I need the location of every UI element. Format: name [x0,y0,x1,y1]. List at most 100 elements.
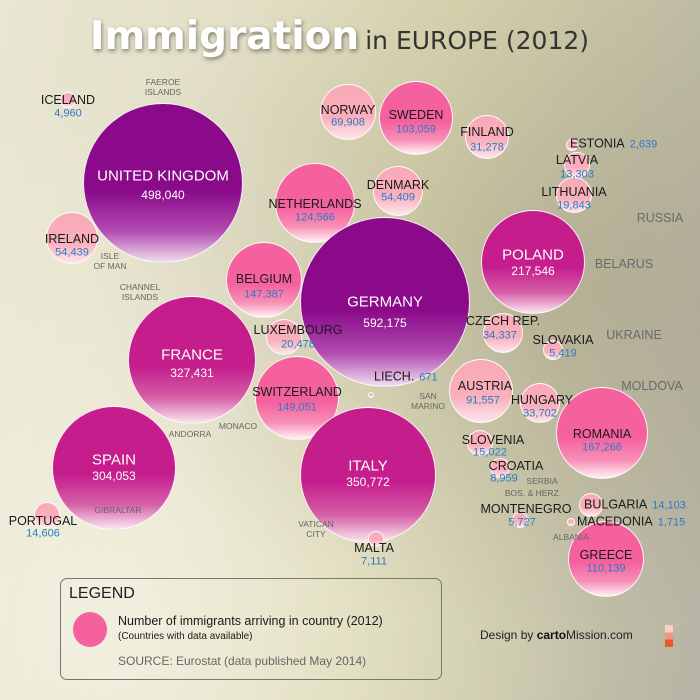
country-value-latvia: 13,303 [560,168,594,181]
country-value-portugal: 14,606 [26,527,60,540]
country-value-lithuania: 19,843 [557,199,591,212]
bubble-spain[interactable] [52,406,176,530]
label-macedonia: MACEDONIA 1,715 [577,515,686,529]
country-name-hungary: HUNGARY [510,392,574,407]
country-name-poland: POLAND [502,246,564,264]
bubble-croatia[interactable] [490,458,510,478]
country-value-finland: 31,278 [470,141,504,154]
design-credit: Design by cartoMission.com [480,628,633,642]
bubble-greece[interactable] [568,521,644,597]
bubble-czech-rep[interactable] [483,313,523,353]
country-name-slovenia: SLOVENIA [461,432,525,447]
title-main: Immigration [90,14,360,59]
country-value-greece: 110,139 [586,562,626,575]
country-value-malta: 7,111 [361,555,387,568]
country-name: ESTONIA [570,136,625,151]
country-name-czech-rep: CZECH REP. [465,313,541,328]
no-data-label-moldova: MOLDOVA [621,378,683,393]
bubble-slovakia[interactable] [543,340,563,360]
country-name-ireland: IRELAND [44,231,100,246]
bubble-portugal[interactable] [34,502,60,528]
bubble-malta[interactable] [368,531,384,547]
country-value: 2,639 [629,138,658,151]
no-data-label-serbia: SERBIA [526,476,558,487]
country-value-croatia: 8,959 [490,472,518,485]
bubble-united-kingdom[interactable] [83,103,243,263]
bubble-montenegro[interactable] [512,512,528,528]
country-name-latvia: LATVIA [555,152,599,167]
country-name-norway: NORWAY [320,102,376,117]
bubble-romania[interactable] [556,387,648,479]
country-name-spain: SPAIN [92,451,136,469]
country-name-finland: FINLAND [460,124,514,139]
bubble-liechtenstein[interactable] [368,392,374,398]
country-value-united-kingdom: 498,040 [141,188,185,202]
country-value-luxembourg: 20,478 [281,338,315,351]
bubble-lithuania[interactable] [556,177,592,213]
bubble-belgium[interactable] [226,242,302,318]
label-estonia: ESTONIA 2,639 [570,136,658,151]
credit-prefix: Design by [480,628,537,642]
no-data-label-san-marino: SAN MARINO [411,391,445,411]
country-value-romania: 167,266 [582,441,622,454]
country-value-poland: 217,546 [511,264,555,278]
legend-note: (Countries with data available) [118,631,253,642]
bubble-luxembourg[interactable] [266,319,302,355]
country-name-switzerland: SWITZERLAND [252,384,342,399]
country-value-czech-rep: 34,337 [483,329,517,342]
country-name: LIECH. [374,369,415,384]
country-name-luxembourg: LUXEMBOURG [253,322,343,337]
country-name: BULGARIA [584,497,648,512]
country-name-germany: GERMANY [347,293,423,311]
no-data-label-bos-herz: BOS. & HERZ. [504,488,562,499]
bubble-denmark[interactable] [373,166,423,216]
bubble-norway[interactable] [320,84,376,140]
no-data-label-ukraine: UKRAINE [606,327,662,342]
country-value-switzerland: 149,051 [277,401,317,414]
country-value-norway: 69,908 [331,116,365,129]
country-value-hungary: 33,702 [523,407,557,420]
bubble-latvia[interactable] [564,152,590,178]
country-value-austria: 91,557 [466,394,500,407]
bubble-bulgaria[interactable] [579,493,603,517]
bubble-finland[interactable] [465,115,509,159]
country-value-montenegro: 5,727 [508,516,536,529]
bubble-france[interactable] [128,296,256,424]
bubble-ireland[interactable] [46,212,98,264]
bubble-estonia[interactable] [566,139,578,151]
bubble-iceland[interactable] [60,92,76,108]
no-data-label-russia: RUSSIA [636,210,684,225]
country-name-iceland: ICELAND [40,92,96,107]
country-value-netherlands: 124,566 [295,211,335,224]
country-name-malta: MALTA [354,540,394,555]
legend: LEGEND Number of immigrants arriving in … [60,578,442,680]
country-value: 1,715 [657,516,686,529]
country-name-belgium: BELGIUM [235,271,293,286]
no-data-label-monaco: MONACO [218,421,258,432]
no-data-label-faeroe: FAEROE ISLANDS [144,77,182,97]
source-note: SOURCE: Eurostat (data published May 201… [118,654,367,668]
bubble-austria[interactable] [449,359,513,423]
bubble-slovenia[interactable] [467,430,493,456]
country-name-italy: ITALY [348,457,388,475]
country-name-slovakia: SLOVAKIA [532,332,594,347]
country-name-portugal: PORTUGAL [8,513,78,528]
bubble-sweden[interactable] [379,81,453,155]
bubble-italy[interactable] [300,407,436,543]
country-name-austria: AUSTRIA [457,378,513,393]
no-data-label-isle-of-man: ISLE OF MAN [93,251,127,271]
bubble-hungary[interactable] [520,383,560,423]
country-name-france: FRANCE [161,346,223,364]
country-value-spain: 304,053 [92,469,136,483]
country-name-netherlands: NETHERLANDS [268,196,362,211]
country-value-sweden: 103,059 [396,123,436,136]
no-data-label-channel-islands: CHANNEL ISLANDS [119,282,161,302]
bubble-poland[interactable] [481,210,585,314]
no-data-label-albania: ALBANIA [553,532,589,543]
country-value-belgium: 147,387 [244,288,284,301]
bubble-germany[interactable] [300,217,470,387]
bubble-macedonia[interactable] [567,518,575,526]
country-value-denmark: 54,409 [381,191,415,204]
credit-brand-rest: Mission.com [566,628,633,642]
country-name-romania: ROMANIA [572,426,632,441]
